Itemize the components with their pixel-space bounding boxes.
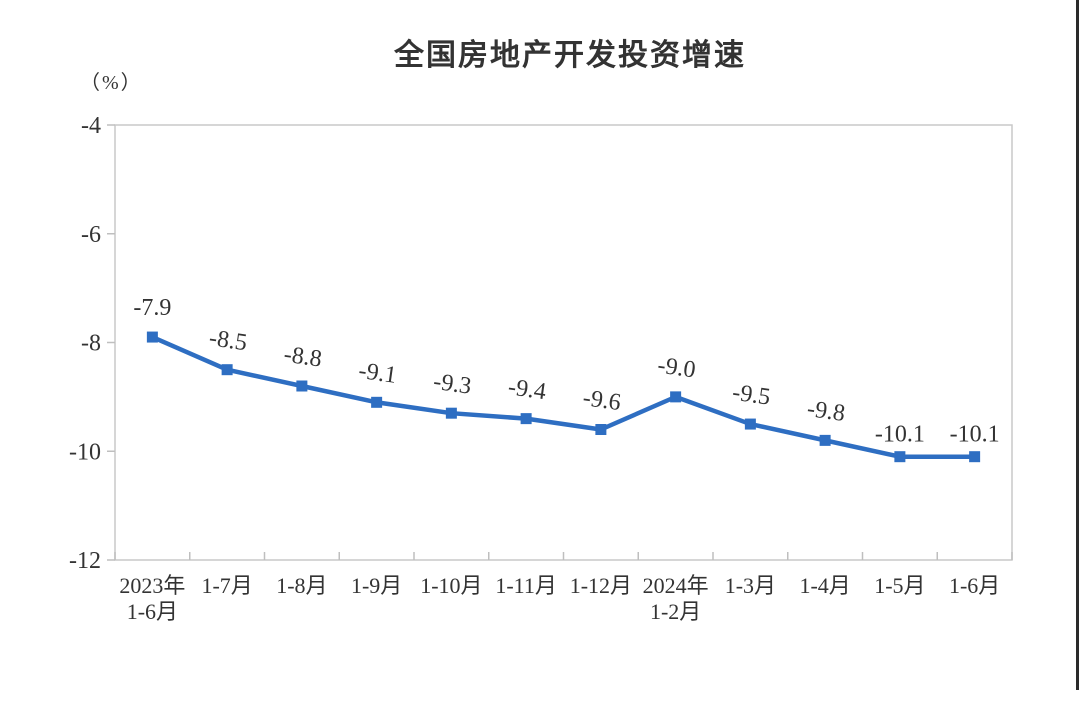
x-axis-category-label: 2023年 1-6月 [119, 573, 185, 624]
data-point-label: -8.5 [207, 325, 248, 356]
data-point-label: -9.3 [432, 369, 473, 400]
data-point-label: -9.8 [805, 396, 846, 427]
chart-title: 全国房地产开发投资增速 [394, 39, 746, 72]
data-point-marker [819, 434, 831, 446]
x-axis-category-label: 1-11月 [495, 573, 557, 598]
data-point-marker [445, 407, 457, 419]
data-point-marker [670, 391, 682, 403]
data-point-label: -10.1 [950, 422, 1000, 448]
data-point-marker [221, 364, 233, 376]
data-point-label: -9.6 [581, 385, 622, 416]
x-axis-category-label: 1-12月 [570, 573, 632, 598]
x-axis-category-label: 1-9月 [351, 573, 402, 598]
data-point-label: -9.1 [357, 358, 398, 389]
x-axis-category-label: 2024年 1-2月 [643, 573, 709, 624]
y-axis-tick-label: -12 [69, 548, 101, 574]
y-axis-unit-label: （%） [80, 72, 143, 94]
x-axis-category-label: 1-3月 [725, 573, 776, 598]
screen-right-edge-border [1076, 0, 1079, 690]
x-axis-category-label: 1-7月 [201, 573, 252, 598]
x-axis-category-label: 1-5月 [874, 573, 925, 598]
data-point-marker [520, 413, 532, 425]
data-point-marker [371, 396, 383, 408]
data-point-marker [894, 451, 906, 463]
x-axis-category-label: 1-6月 [949, 573, 1000, 598]
data-point-label: -10.1 [875, 422, 925, 448]
x-axis-category-label: 1-10月 [420, 573, 482, 598]
y-axis-tick-label: -10 [69, 439, 101, 465]
data-point-marker [595, 424, 607, 435]
data-point-label: -9.0 [656, 352, 697, 383]
data-point-marker [296, 380, 308, 392]
data-point-marker [969, 451, 981, 463]
data-point-marker [146, 331, 158, 343]
data-point-marker [744, 418, 756, 430]
data-point-label: -8.8 [282, 342, 323, 373]
x-axis-category-label: 1-8月 [276, 573, 327, 598]
x-axis-category-label: 1-4月 [799, 573, 850, 598]
data-point-label: -7.9 [133, 295, 171, 321]
y-axis-tick-label: -6 [81, 222, 101, 248]
data-line [150, 334, 977, 459]
data-point-label: -9.4 [506, 374, 547, 405]
y-axis-tick-label: -8 [81, 331, 101, 357]
y-axis-tick-label: -4 [81, 113, 101, 139]
plot-area-border [114, 124, 1013, 561]
data-point-label: -9.5 [731, 380, 772, 411]
